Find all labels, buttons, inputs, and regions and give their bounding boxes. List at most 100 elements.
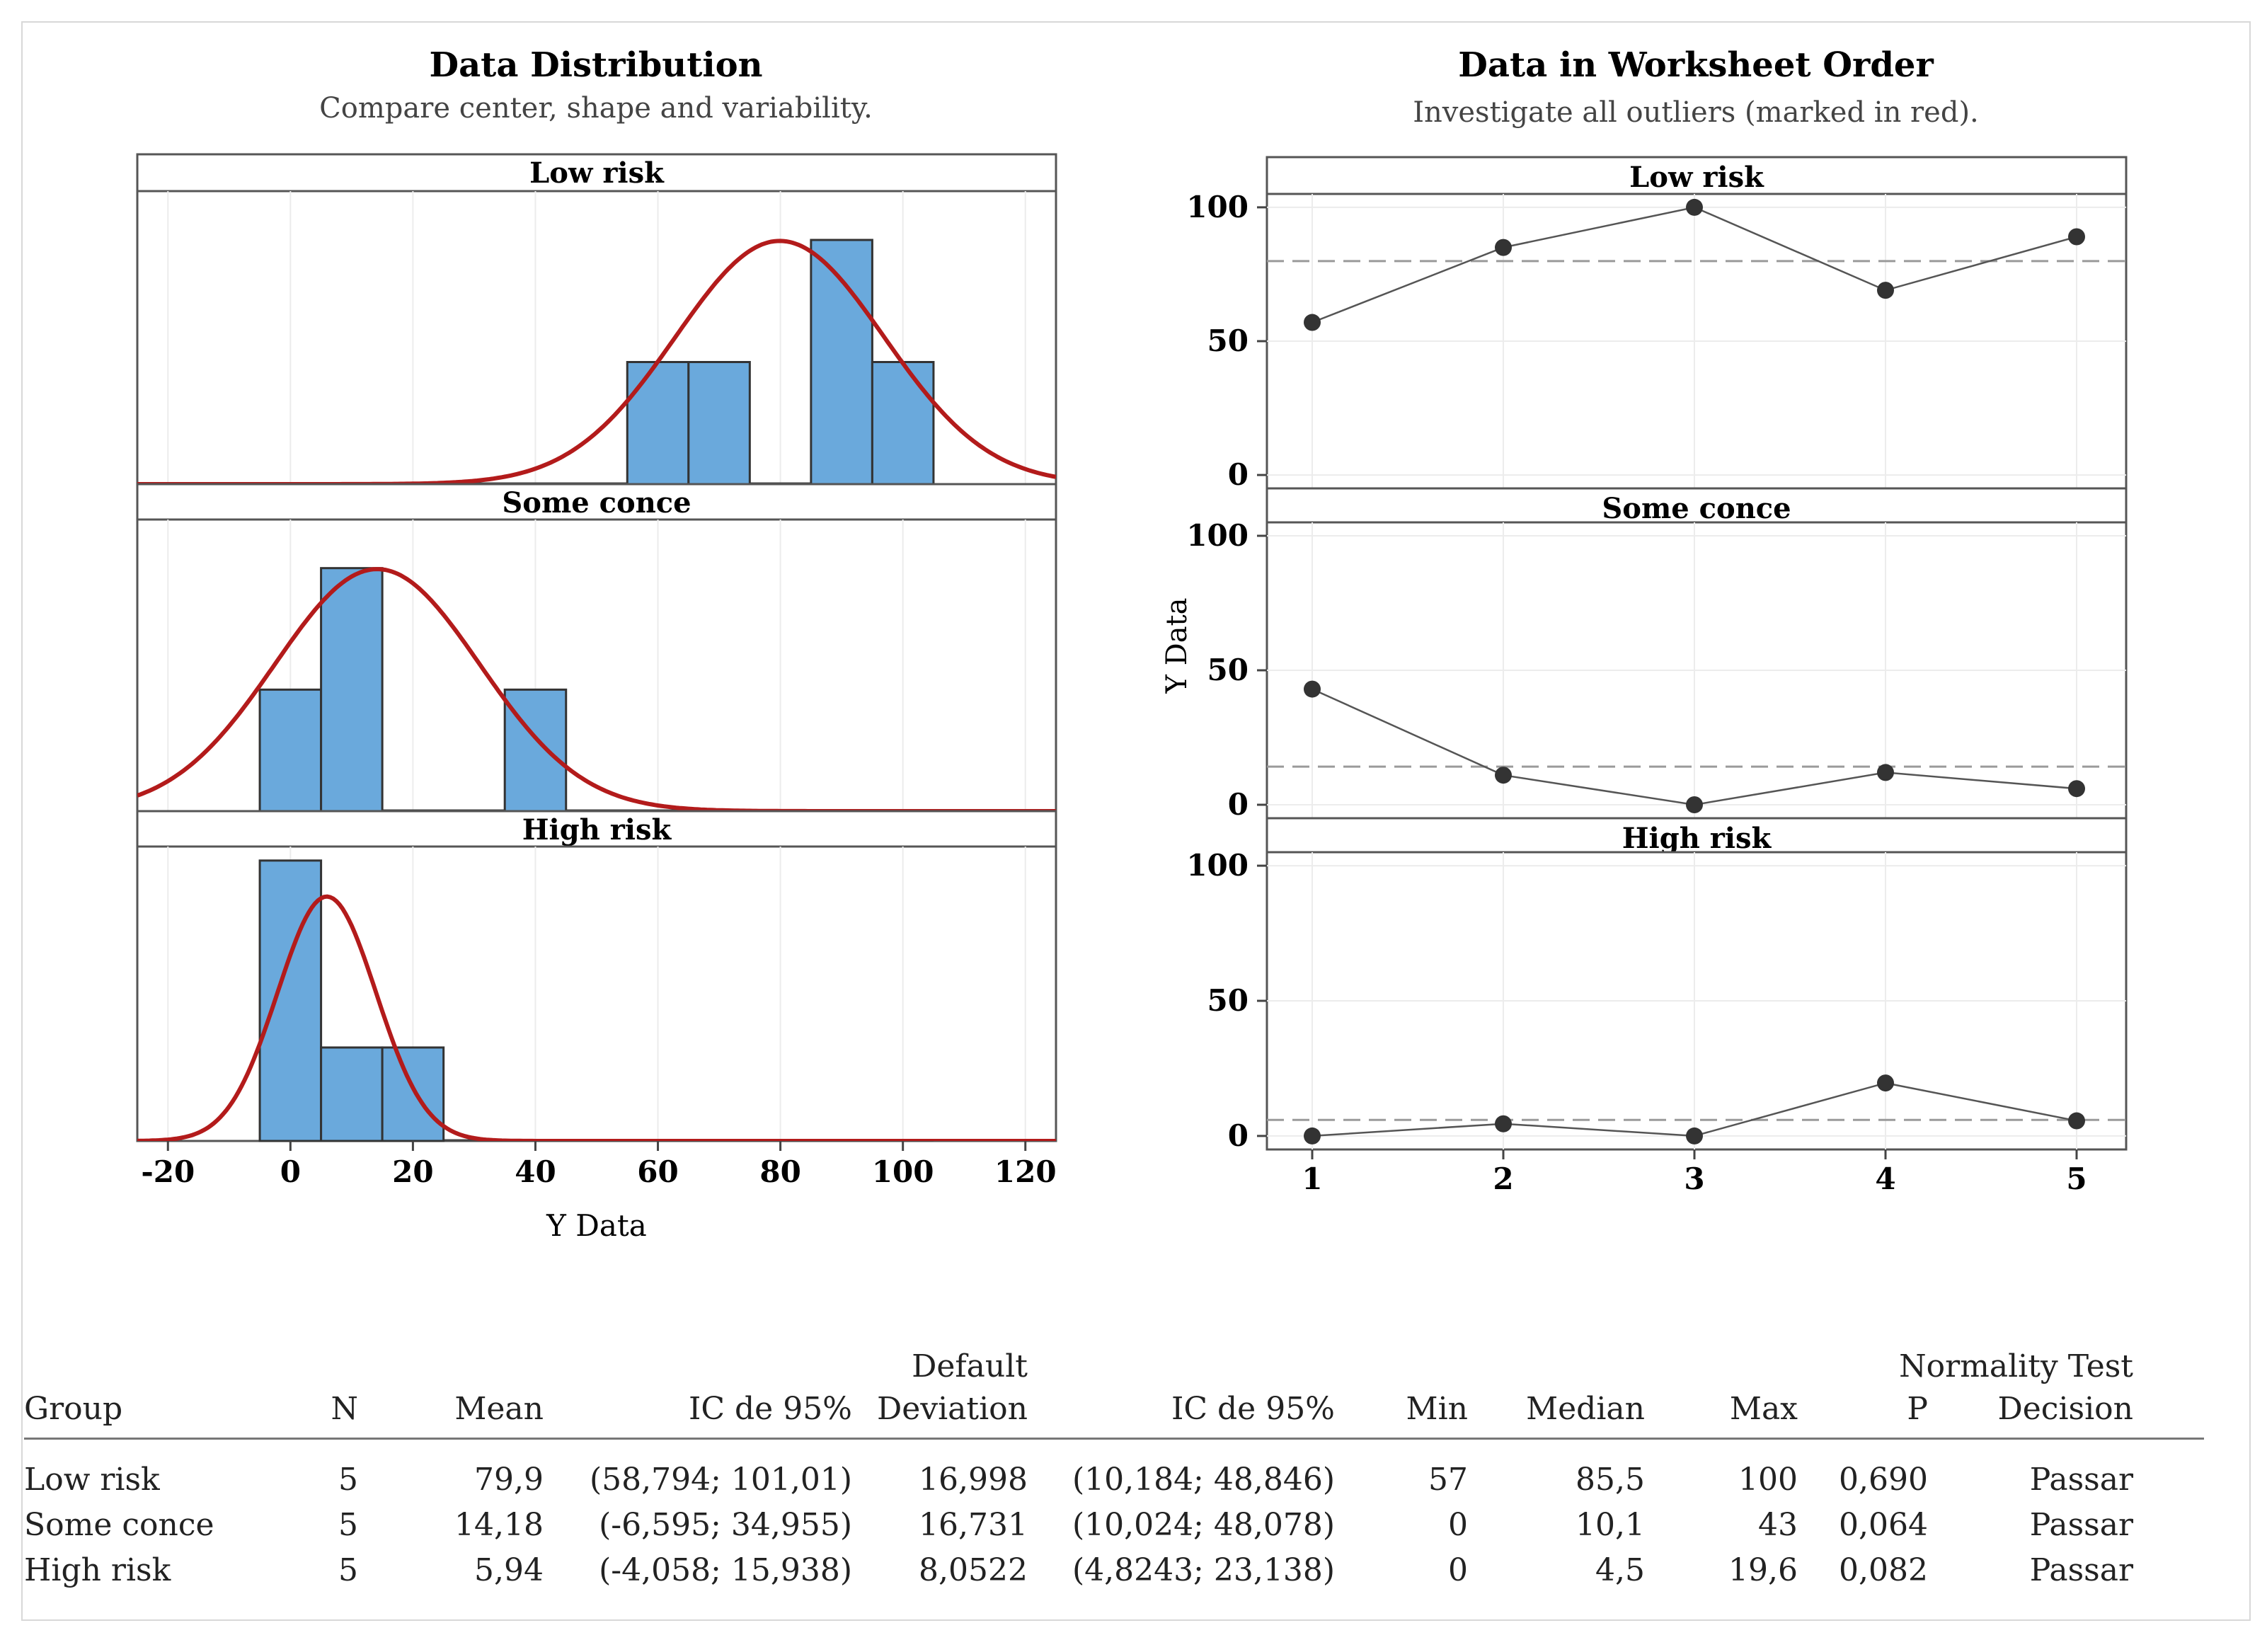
cell-mean: 79,9 <box>474 1462 544 1498</box>
cell-decision: Passar <box>2029 1552 2133 1588</box>
hist-strip <box>136 810 1057 848</box>
x-tick-label: 120 <box>994 1154 1057 1189</box>
right-chart-subtitle: Investigate all outliers (marked in red)… <box>1413 96 1979 129</box>
header-median: Median <box>1526 1391 1645 1427</box>
table-row: Low risk 5 79,9 (58,794; 101,01) 16,998 (10,1… <box>24 1462 2218 1504</box>
cell-group: Low risk <box>24 1462 160 1498</box>
line-strip <box>1265 487 2128 524</box>
header-group: Group <box>24 1391 123 1427</box>
y-axis-label: Y Data <box>1161 598 1193 694</box>
x-tick-label: 1 <box>1302 1161 1322 1196</box>
data-point <box>1686 796 1703 813</box>
header-n: N <box>331 1391 359 1427</box>
header-max: Max <box>1729 1391 1798 1427</box>
right-chart-title: Data in Worksheet Order <box>1458 45 1934 85</box>
hist-bar <box>381 1046 445 1142</box>
hist-bar <box>626 361 690 486</box>
normal-fit-curve <box>137 894 1056 1141</box>
cell-mean-ci: (-6,595; 34,955) <box>599 1507 852 1543</box>
header-p-value: P <box>1907 1391 1928 1427</box>
data-point <box>1495 239 1512 256</box>
header-stdev: Deviation <box>876 1391 1028 1427</box>
table-divider <box>24 1438 2204 1440</box>
histogram-panels: Low risk Some conce High risk -20 0 20 40 60 80 1… <box>136 153 1057 1243</box>
cell-stdev: 16,731 <box>919 1507 1028 1543</box>
cell-stdev-ci: (4,8243; 23,138) <box>1072 1552 1335 1588</box>
worksheet-order-panels: Low risk 0 50 100 Some conce 0 50 100 High risk 0… <box>1161 156 2128 1196</box>
y-tick-label: 0 <box>1228 787 1249 822</box>
data-point <box>1304 680 1321 698</box>
cell-min: 57 <box>1428 1462 1468 1498</box>
x-tick-label: 2 <box>1493 1161 1513 1196</box>
left-chart-subtitle: Compare center, shape and variability. <box>319 92 873 125</box>
header-stdev-ci: IC de 95% <box>1171 1391 1335 1427</box>
cell-median: 10,1 <box>1576 1507 1645 1543</box>
cell-max: 19,6 <box>1728 1552 1798 1588</box>
cell-p-value: 0,690 <box>1839 1462 1928 1498</box>
hist-bar <box>320 567 384 813</box>
x-tick-label: 0 <box>280 1154 301 1189</box>
data-point <box>2068 228 2085 246</box>
cell-mean: 14,18 <box>454 1507 544 1543</box>
normal-fit-curve <box>137 567 1056 811</box>
x-tick-label: 80 <box>759 1154 800 1189</box>
cell-stdev: 16,998 <box>919 1462 1028 1498</box>
table-row: Some conce 5 14,18 (-6,595; 34,955) 16,731 (1… <box>24 1507 2218 1549</box>
x-tick-label: 60 <box>637 1154 678 1189</box>
x-tick-label: 4 <box>1875 1161 1895 1196</box>
data-point <box>2068 780 2085 798</box>
cell-p-value: 0,064 <box>1839 1507 1928 1543</box>
hist-bar <box>258 859 323 1142</box>
x-tick-label: 40 <box>515 1154 556 1189</box>
cell-n: 5 <box>338 1507 358 1543</box>
x-tick-label: 5 <box>2066 1161 2087 1196</box>
data-point <box>1495 1115 1512 1132</box>
line-strip-label: Low risk <box>1629 161 1764 194</box>
x-tick-label: 20 <box>392 1154 433 1189</box>
charts-canvas: Data Distribution Compare center, shape … <box>136 45 2128 1243</box>
hist-bar <box>258 688 323 813</box>
hist-bar <box>810 239 873 486</box>
hist-bar <box>503 688 568 813</box>
header-mean-ci: IC de 95% <box>688 1391 852 1427</box>
y-tick-label: 100 <box>1186 518 1249 553</box>
cell-max: 43 <box>1758 1507 1798 1543</box>
data-point <box>1877 282 1894 299</box>
hist-strip-label: Some conce <box>502 486 691 520</box>
x-tick-label: -20 <box>141 1154 195 1189</box>
y-tick-label: 50 <box>1207 983 1249 1018</box>
y-tick-label: 100 <box>1186 190 1249 224</box>
x-tick-label: 100 <box>872 1154 934 1189</box>
table-header-row: Group N Mean IC de 95% Deviation IC de 95% Min… <box>24 1391 2218 1433</box>
cell-group: Some conce <box>24 1507 214 1543</box>
data-point <box>2068 1112 2085 1130</box>
cell-p-value: 0,082 <box>1839 1552 1928 1588</box>
cell-group: High risk <box>24 1552 171 1588</box>
y-tick-label: 50 <box>1207 653 1249 687</box>
header-min: Min <box>1406 1391 1468 1427</box>
cell-n: 5 <box>338 1552 358 1588</box>
x-axis-label: Y Data <box>546 1208 647 1243</box>
header-mean: Mean <box>454 1391 544 1427</box>
normal-fit-curve <box>137 239 1056 484</box>
cell-decision: Passar <box>2029 1507 2133 1543</box>
hist-strip <box>136 483 1057 521</box>
y-tick-label: 100 <box>1186 848 1249 883</box>
line-strip-label: High risk <box>1622 822 1772 855</box>
data-point <box>1495 767 1512 784</box>
stdev-super-header: Default <box>912 1348 1028 1384</box>
table-row: High risk 5 5,94 (-4,058; 15,938) 8,0522 (4,8… <box>24 1552 2218 1595</box>
y-tick-label: 50 <box>1207 323 1249 358</box>
data-point <box>1304 314 1321 331</box>
line-strip-label: Some conce <box>1602 492 1791 525</box>
cell-mean-ci: (-4,058; 15,938) <box>599 1552 852 1588</box>
cell-mean: 5,94 <box>474 1552 544 1588</box>
cell-n: 5 <box>338 1462 358 1498</box>
y-tick-label: 0 <box>1228 1118 1249 1153</box>
data-point <box>1877 764 1894 781</box>
hist-bar <box>320 1046 384 1142</box>
cell-median: 85,5 <box>1576 1462 1645 1498</box>
normality-super-header: Normality Test <box>1899 1348 2133 1384</box>
data-point <box>1304 1127 1321 1145</box>
cell-stdev: 8,0522 <box>919 1552 1028 1588</box>
